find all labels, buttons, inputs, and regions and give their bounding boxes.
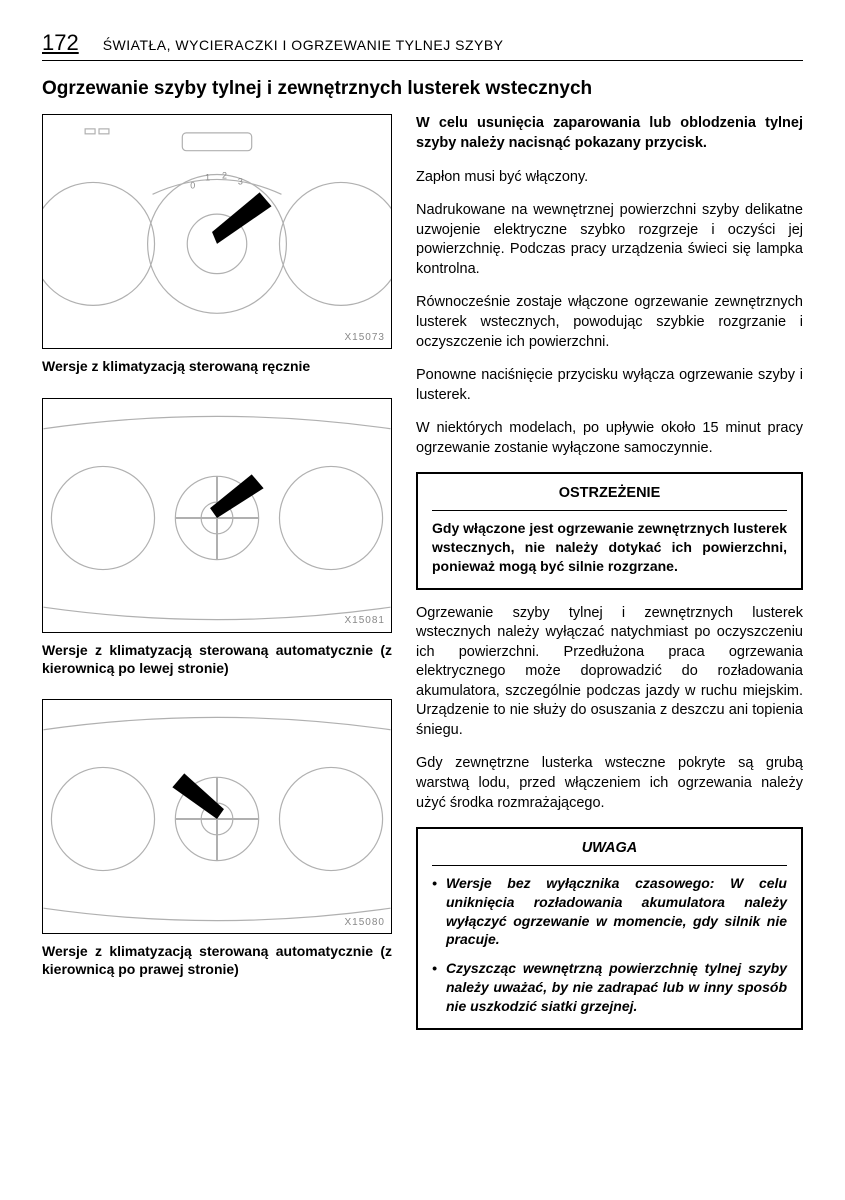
figure-3-caption: Wersje z klimatyzacją sterowaną automaty… <box>42 942 392 978</box>
note-title: UWAGA <box>432 839 787 866</box>
lead-paragraph: W celu usunięcia zaparowania lub oblodze… <box>416 114 803 153</box>
note-list: Wersje bez wyłącznika czasowego: W celu … <box>432 874 787 1016</box>
svg-text:1: 1 <box>205 173 210 183</box>
svg-text:3: 3 <box>238 177 243 187</box>
warning-box: OSTRZEŻENIE Gdy włączone jest ogrzewanie… <box>416 472 803 589</box>
body-paragraph: Zapłon musi być włączony. <box>416 168 803 188</box>
dashboard-dial-illustration: 01 2 3 <box>43 115 391 348</box>
note-item: Czyszcząc wewnętrzną powierzchnię tylnej… <box>432 959 787 1016</box>
warning-title: OSTRZEŻENIE <box>432 484 787 511</box>
page-number: 172 <box>42 28 79 58</box>
arrow-icon <box>212 193 271 245</box>
section-title: Ogrzewanie szyby tylnej i zewnętrznych l… <box>42 77 803 101</box>
page-header: 172 ŚWIATŁA, WYCIERACZKI I OGRZEWANIE TY… <box>42 28 803 61</box>
figure-2-caption: Wersje z klimatyzacją sterowaną automaty… <box>42 641 392 677</box>
right-column: W celu usunięcia zaparowania lub oblodze… <box>416 114 803 1044</box>
note-item: Wersje bez wyłącznika czasowego: W celu … <box>432 874 787 950</box>
dashboard-auto-right-illustration <box>43 700 391 933</box>
figure-3: X15080 <box>42 699 392 934</box>
body-paragraph: Ponowne naciśnięcie przycisku wyłącza og… <box>416 366 803 405</box>
two-column-layout: 01 2 3 X15073 Wersje z klimatyzacją stero… <box>42 114 803 1044</box>
warning-body: Gdy włączone jest ogrzewanie zewnętrznyc… <box>432 519 787 576</box>
body-paragraph: Nadrukowane na wewnętrznej powierzchni s… <box>416 201 803 279</box>
note-box: UWAGA Wersje bez wyłącznika czasowego: W… <box>416 827 803 1030</box>
body-paragraph: Równocześnie zostaje włączone ogrzewanie… <box>416 293 803 352</box>
figure-1-caption: Wersje z klimatyzacją sterowaną ręcznie <box>42 357 392 375</box>
dashboard-auto-left-illustration <box>43 399 391 632</box>
body-paragraph: W niektórych modelach, po upływie około … <box>416 419 803 458</box>
figure-code: X15073 <box>345 331 385 345</box>
svg-text:0: 0 <box>190 181 195 191</box>
running-title: ŚWIATŁA, WYCIERACZKI I OGRZEWANIE TYLNEJ… <box>103 36 504 55</box>
body-paragraph: Ogrzewanie szyby tylnej i zewnętrznych l… <box>416 604 803 741</box>
figure-2: X15081 <box>42 398 392 633</box>
body-paragraph: Gdy zewnętrzne lusterka wsteczne pokryte… <box>416 754 803 813</box>
svg-text:2: 2 <box>222 171 227 181</box>
left-column: 01 2 3 X15073 Wersje z klimatyzacją stero… <box>42 114 392 1044</box>
figure-code: X15081 <box>345 614 385 628</box>
figure-1: 01 2 3 X15073 <box>42 114 392 349</box>
figure-code: X15080 <box>345 916 385 930</box>
